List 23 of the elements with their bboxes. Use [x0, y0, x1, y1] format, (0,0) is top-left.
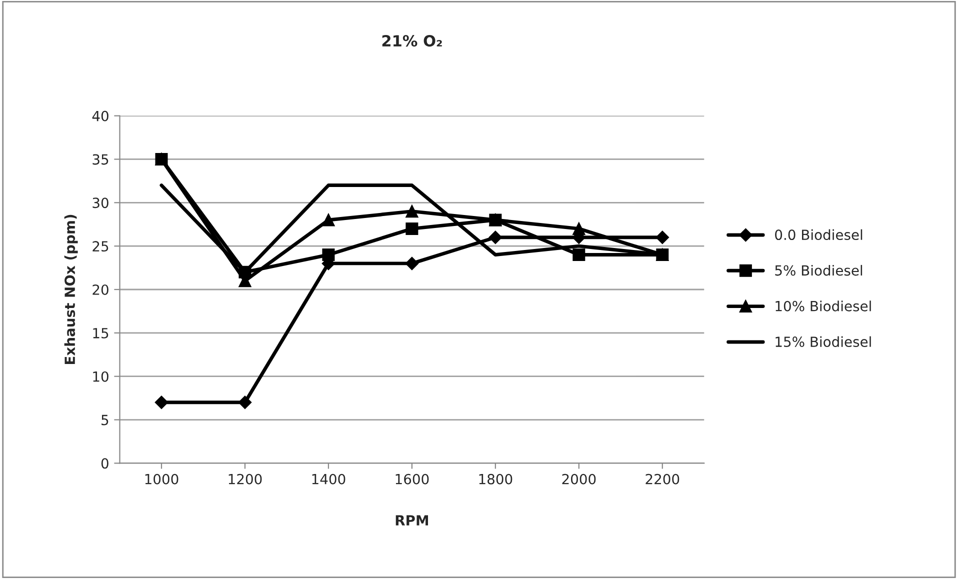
y-tick-label: 0: [101, 458, 108, 469]
y-axis-title: Exhaust NOx (ppm): [64, 214, 78, 364]
y-tick-label: 20: [92, 284, 108, 295]
legend-label: 10% Biodiesel: [776, 300, 871, 312]
y-tick-label: 40: [92, 110, 108, 122]
y-tick-label: 15: [93, 328, 108, 338]
x-tick-label: 1000: [145, 474, 178, 484]
x-tick-label: 1600: [396, 474, 429, 484]
x-tick-label: 2200: [646, 474, 680, 484]
x-axis-title: RPM: [396, 515, 428, 526]
y-tick-label: 35: [92, 154, 108, 165]
x-tick-label: 2000: [562, 474, 596, 484]
y-tick-label: 30: [92, 198, 108, 208]
x-tick-label: 1800: [479, 474, 512, 484]
legend-label: 0.0 Biodiesel: [775, 229, 862, 240]
y-tick-label: 10: [93, 371, 108, 382]
legend-label: 5% Biodiesel: [775, 264, 862, 276]
y-tick-label: 25: [92, 241, 108, 252]
x-tick-label: 1200: [228, 474, 262, 484]
chart-title: 21% O₂: [382, 35, 442, 47]
legend-label: 15% Biodiesel: [776, 336, 871, 348]
x-tick-label: 1400: [312, 474, 346, 484]
y-tick-label: 5: [102, 414, 108, 426]
